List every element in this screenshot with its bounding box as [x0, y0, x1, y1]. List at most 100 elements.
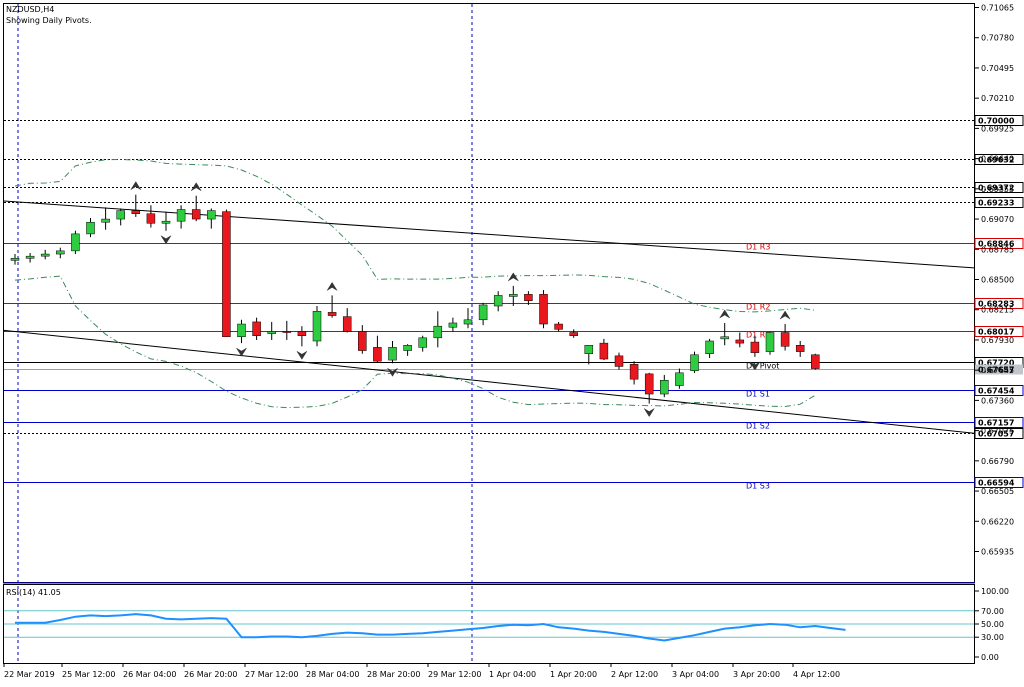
- level-name: D1 R3: [746, 243, 770, 252]
- level-price-label: 0.67720: [978, 359, 1015, 368]
- pivot-levels: 0.70000 0.69632 0.69372 0.69233 D1 R3 0.68846…: [4, 115, 1024, 491]
- rsi-label: RSI(14) 41.05: [6, 588, 61, 597]
- candle-body: [267, 331, 276, 334]
- fractal-up-icon: [508, 272, 519, 282]
- envelope-up: [14, 158, 816, 313]
- level-price-box: [974, 197, 1024, 208]
- y-tick-label: 0.69925: [981, 124, 1014, 133]
- y-tick-label: 0.70210: [981, 94, 1014, 103]
- y-tick-label: 0.67075: [981, 427, 1014, 436]
- fractal-up-icon: [719, 309, 730, 319]
- y-tick-label: 0.66505: [981, 487, 1014, 496]
- candle-body: [614, 355, 624, 367]
- trendlines: [3, 200, 975, 434]
- main-pane-frame: [3, 3, 975, 583]
- current-price-box: [975, 364, 1023, 375]
- candle-body: [811, 354, 820, 369]
- fractal-down-icon: [160, 235, 172, 245]
- candle-body: [312, 311, 322, 342]
- candle-body: [373, 347, 382, 362]
- rsi-line: [15, 613, 846, 642]
- level-price-box: [974, 298, 1024, 309]
- x-tick-label: 1 Apr 04:00: [489, 670, 536, 679]
- candle-body: [569, 332, 578, 336]
- candle-body: [71, 233, 80, 252]
- candle-body: [705, 340, 714, 354]
- candle-body: [131, 210, 141, 215]
- candle-body: [25, 255, 35, 259]
- x-tick-label: 22 Mar 2019: [4, 670, 55, 679]
- candle-body: [358, 331, 367, 351]
- x-tick-label: 26 Mar 20:00: [184, 670, 237, 679]
- level-price-box: [974, 115, 1024, 126]
- candle-body: [161, 220, 171, 224]
- fractal-markers: [130, 181, 791, 418]
- candle-body: [584, 344, 594, 354]
- candle-body: [418, 337, 427, 348]
- candle-body: [735, 339, 745, 344]
- y-tick-label: 0.67645: [981, 366, 1014, 375]
- candle-body: [493, 295, 503, 307]
- candle-body: [448, 322, 458, 328]
- candle-body: [222, 211, 231, 338]
- trendline: [3, 329, 975, 434]
- time-axis: 22 Mar 2019 25 Mar 12:00 26 Mar 04:00 26 Ma…: [3, 663, 840, 679]
- y-tick-label: 0.69640: [981, 155, 1014, 164]
- candle-body: [433, 325, 443, 339]
- x-tick-label: 4 Apr 12:00: [793, 670, 840, 679]
- candle-body: [629, 364, 639, 380]
- y-tick-label: 0.68785: [981, 245, 1014, 254]
- level-price-label: 0.67454: [978, 387, 1015, 396]
- y-tick-label: 0.70780: [981, 34, 1014, 43]
- symbol-label: NZDUSD,H4: [6, 5, 54, 14]
- fractal-down-icon: [296, 351, 308, 360]
- level-price-label: 0.66594: [978, 479, 1015, 488]
- x-tick-label: 1 Apr 20:00: [550, 670, 597, 679]
- level-name: D1 S1: [746, 390, 770, 399]
- level-name: D1 Pivot: [746, 362, 779, 371]
- candle-body: [524, 294, 533, 301]
- level-price-box: [974, 326, 1024, 337]
- candle-body: [56, 250, 65, 255]
- candle-body: [146, 213, 156, 224]
- level-price-label: 0.67157: [978, 419, 1014, 428]
- rsi-tick-label: 30.00: [981, 633, 1004, 642]
- level-price-box: [974, 154, 1024, 165]
- level-price-label: 0.68846: [978, 240, 1015, 249]
- rsi-indicator: 100.00 70.00 50.00 30.00 0.00: [4, 587, 1009, 662]
- candle-body: [509, 294, 518, 297]
- y-tick-label: 0.68215: [981, 306, 1014, 315]
- candle-body: [554, 323, 563, 330]
- level-price-box: [974, 477, 1024, 488]
- candle-body: [403, 344, 412, 351]
- candle-body: [342, 316, 352, 332]
- candle-body: [780, 332, 790, 347]
- candle-body: [720, 336, 729, 340]
- candle-body: [539, 294, 548, 325]
- y-tick-label: 0.69355: [981, 185, 1014, 194]
- level-price-box: [974, 385, 1024, 396]
- y-tick-label: 0.68500: [981, 276, 1014, 285]
- level-price-label: 0.68017: [978, 328, 1014, 337]
- y-tick-label: 0.69070: [981, 215, 1014, 224]
- trendline: [3, 200, 975, 269]
- y-tick-label: 0.66790: [981, 457, 1014, 466]
- candle-body: [599, 342, 609, 360]
- candle-body: [116, 210, 125, 220]
- rsi-tick-label: 100.00: [981, 587, 1009, 596]
- candle-body: [388, 347, 397, 361]
- candle-body: [750, 341, 760, 353]
- candle-body: [478, 304, 488, 321]
- candle-body: [252, 321, 261, 336]
- fractal-up-icon: [326, 281, 338, 291]
- candle-body: [207, 210, 216, 220]
- fractal-up-icon: [190, 182, 202, 191]
- candle-body: [795, 344, 805, 352]
- subtitle-label: Showing Daily Pivots.: [6, 16, 92, 25]
- candle-body: [237, 323, 246, 338]
- candle-body: [675, 372, 684, 386]
- fractal-up-icon: [130, 181, 142, 190]
- candle-body: [86, 221, 95, 235]
